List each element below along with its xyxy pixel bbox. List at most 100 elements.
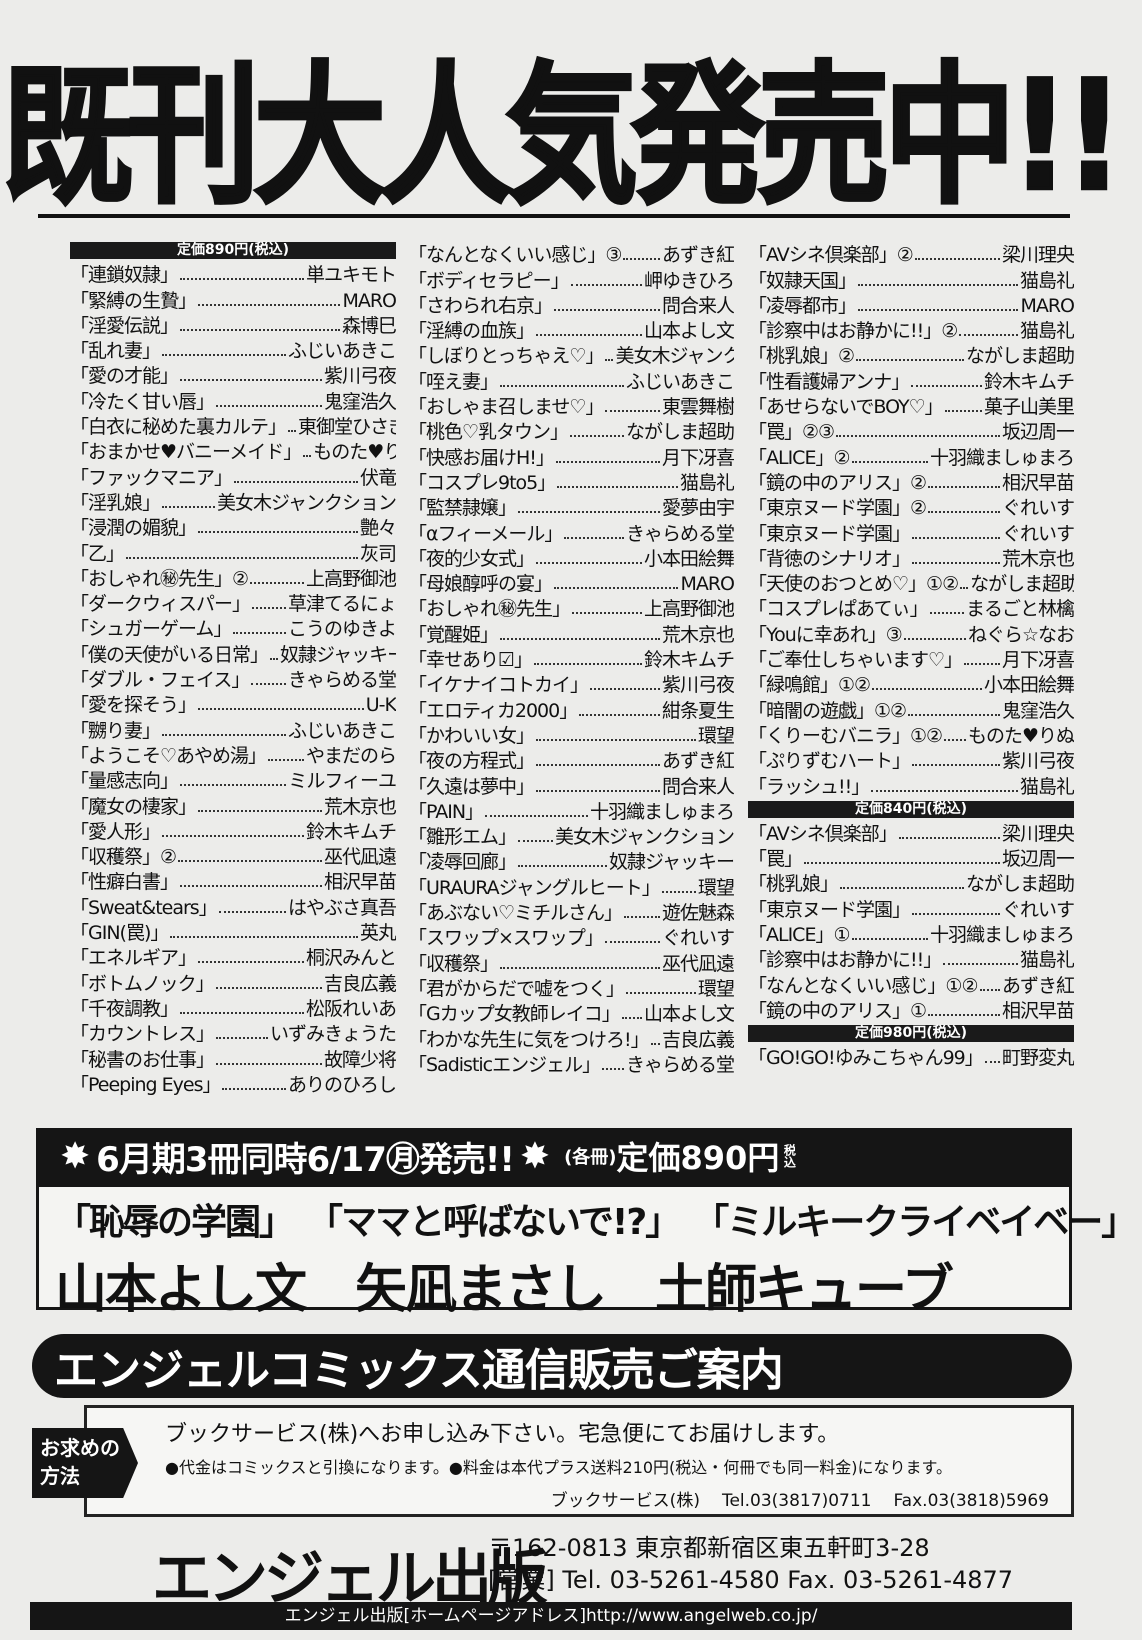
- book-title: 「ご奉仕しちゃいます♡」: [748, 649, 963, 672]
- book-list-item: 「緊縛の生贄」 MARO: [70, 287, 396, 312]
- book-list-item: 「魔女の棲家」 荒木京也: [70, 793, 396, 818]
- book-author: いずみきょうた: [269, 1023, 396, 1046]
- book-title: 「シュガーゲーム」: [70, 618, 232, 641]
- dot-leader: [162, 505, 215, 508]
- dot-leader: [180, 379, 322, 382]
- book-title: 「エネルギア」: [70, 947, 197, 970]
- starburst-icon: ✸: [519, 1135, 551, 1177]
- book-author: 梁川理央: [1001, 244, 1074, 267]
- book-title: 「収穫祭」: [408, 952, 499, 975]
- book-list-item: 「愛人形」 鈴木キムチ: [70, 819, 396, 844]
- book-list-item: 「乱れ妻」 ふじいあきこ: [70, 338, 396, 363]
- dot-leader: [570, 435, 624, 438]
- book-title: 「Youに幸あれ」③: [748, 623, 903, 646]
- book-title: 「カウントレス」: [70, 1023, 215, 1046]
- book-list-item: 「さわられ右京」 問合来人: [408, 293, 734, 318]
- dot-leader: [579, 713, 660, 716]
- book-author: 吉良広義: [323, 972, 396, 995]
- book-author: 紺条夏生: [661, 699, 734, 722]
- publisher-contact: [営業] Tel. 03-5261-4580 Fax. 03-5261-4877: [488, 1566, 1014, 1594]
- dot-leader: [250, 581, 304, 584]
- dot-leader: [570, 283, 642, 286]
- book-title: 「桃乳娘」: [748, 873, 839, 896]
- dot-leader: [534, 663, 642, 666]
- book-author: 岬ゆきひろ: [643, 269, 734, 292]
- dot-leader: [180, 784, 287, 787]
- book-author: 環望: [697, 724, 734, 747]
- book-title: 「くりーむバニラ」①②: [748, 724, 943, 747]
- book-list-item: 「ようこそ♡あやめ湯」 やまだのら: [70, 743, 396, 768]
- book-author: ねぐら☆なお: [967, 623, 1074, 646]
- dot-leader: [912, 764, 1000, 767]
- book-title: 「快感お届けH!」: [408, 446, 555, 469]
- book-author: 問合来人: [661, 294, 734, 317]
- dot-leader: [518, 865, 607, 868]
- dot-leader: [252, 607, 286, 610]
- book-author: ぐれいす: [1001, 522, 1074, 545]
- book-author: きゃらめる堂: [625, 1053, 734, 1076]
- book-title: 「URAURAジャングルヒート」: [408, 876, 661, 899]
- book-list-item: 「ボディセラピー」 岬ゆきひろ: [408, 267, 734, 292]
- book-list-item: 「性癖白書」 相沢早苗: [70, 869, 396, 894]
- book-title: 「罠」: [748, 848, 803, 871]
- book-title: 「千夜調教」: [70, 997, 179, 1020]
- book-author: ものた♥りぬ: [967, 724, 1074, 747]
- book-list-item: 「夜的少女式」 小本田絵舞: [408, 546, 734, 571]
- book-list-item: 「量感志向」 ミルフィーユ: [70, 768, 396, 793]
- book-title: 「白衣に秘めた裏カルテ」: [70, 416, 287, 439]
- mail-order-tel: Tel.03(3817)0711: [721, 1491, 872, 1511]
- book-author: U-K: [365, 694, 396, 717]
- book-title: 「暗闇の遊戯」①②: [748, 699, 907, 722]
- book-list-item: 「コスプレ9to5」 猫島礼: [408, 470, 734, 495]
- dot-leader: [251, 683, 286, 686]
- book-author: 荒木京也: [1001, 547, 1074, 570]
- book-author: 小本田絵舞: [983, 674, 1074, 697]
- book-title: 「東京ヌード学園」: [748, 898, 911, 921]
- new-author: 山本よし文: [55, 1260, 307, 1320]
- book-author: 町野変丸: [1001, 1047, 1074, 1070]
- new-title: 「ママと呼ばないで!?」: [307, 1202, 681, 1243]
- book-list-item: 「Gカップ女教師レイコ」 山本よし文: [408, 1001, 734, 1026]
- book-list-item: 「僕の天使がいる日常」 奴隷ジャッキー: [70, 641, 396, 666]
- book-list-item: 「GIN(罠)」 英丸: [70, 920, 396, 945]
- mail-order-banner: エンジェルコミックス通信販売ご案内: [32, 1334, 1072, 1398]
- book-author: 紫川弓夜: [661, 674, 734, 697]
- book-list-item: 「あせらないでBOY♡」 菓子山美里: [748, 394, 1074, 419]
- dot-leader: [872, 688, 982, 691]
- dot-leader: [162, 834, 304, 837]
- dot-leader: [650, 1042, 660, 1045]
- book-title: 「わかな先生に気をつけろ!」: [408, 1028, 650, 1051]
- book-author: ありのひろし: [287, 1073, 396, 1096]
- book-title: 「冷たく甘い唇」: [70, 390, 215, 413]
- book-list-item: 「URAURAジャングルヒート」 環望: [408, 874, 734, 899]
- book-author: 相沢早苗: [1001, 471, 1074, 494]
- dot-leader: [536, 764, 660, 767]
- book-list-item: 「夜の方程式」 あずき紅: [408, 748, 734, 773]
- book-title: 「ALICE」①: [748, 924, 850, 947]
- book-author: 猫島礼: [1019, 949, 1074, 972]
- book-author: 東御堂ひさぎ: [298, 416, 396, 439]
- book-title: 「GIN(罠)」: [70, 922, 169, 945]
- dot-leader: [216, 1062, 322, 1065]
- dot-leader: [198, 531, 358, 534]
- book-list-item: 「桃色♡乳タウン」 ながしま超助: [408, 419, 734, 444]
- dot-leader: [557, 485, 678, 488]
- book-title: 「収穫祭」②: [70, 846, 177, 869]
- dot-leader: [162, 354, 286, 357]
- release-each: (各冊): [564, 1147, 617, 1168]
- book-list-item: 「エロティカ2000」 紺条夏生: [408, 697, 734, 722]
- book-author: 上高野御池: [305, 567, 396, 590]
- book-list-item: 「おしゃれ㊙先生」② 上高野御池: [70, 566, 396, 591]
- dot-leader: [960, 587, 969, 590]
- book-list-item: 「緑鳴館」①② 小本田絵舞: [748, 672, 1074, 697]
- book-list-item: 「連鎖奴隷」 単ユキモト: [70, 262, 396, 287]
- book-author: 荒木京也: [661, 623, 734, 646]
- dot-leader: [554, 308, 660, 311]
- dot-leader: [840, 887, 964, 890]
- release-price: 定価890円: [616, 1139, 780, 1177]
- book-author: はやぶさ真吾: [287, 896, 396, 919]
- dot-leader: [536, 789, 660, 792]
- divider: [38, 214, 1070, 218]
- book-author: 東雲舞樹: [661, 396, 734, 419]
- book-list-item: 「咥え妻」 ふじいあきこ: [408, 368, 734, 393]
